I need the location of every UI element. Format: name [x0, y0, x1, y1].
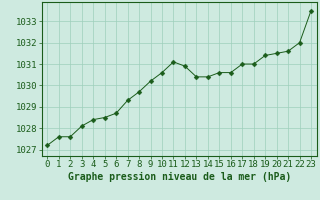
- X-axis label: Graphe pression niveau de la mer (hPa): Graphe pression niveau de la mer (hPa): [68, 172, 291, 182]
